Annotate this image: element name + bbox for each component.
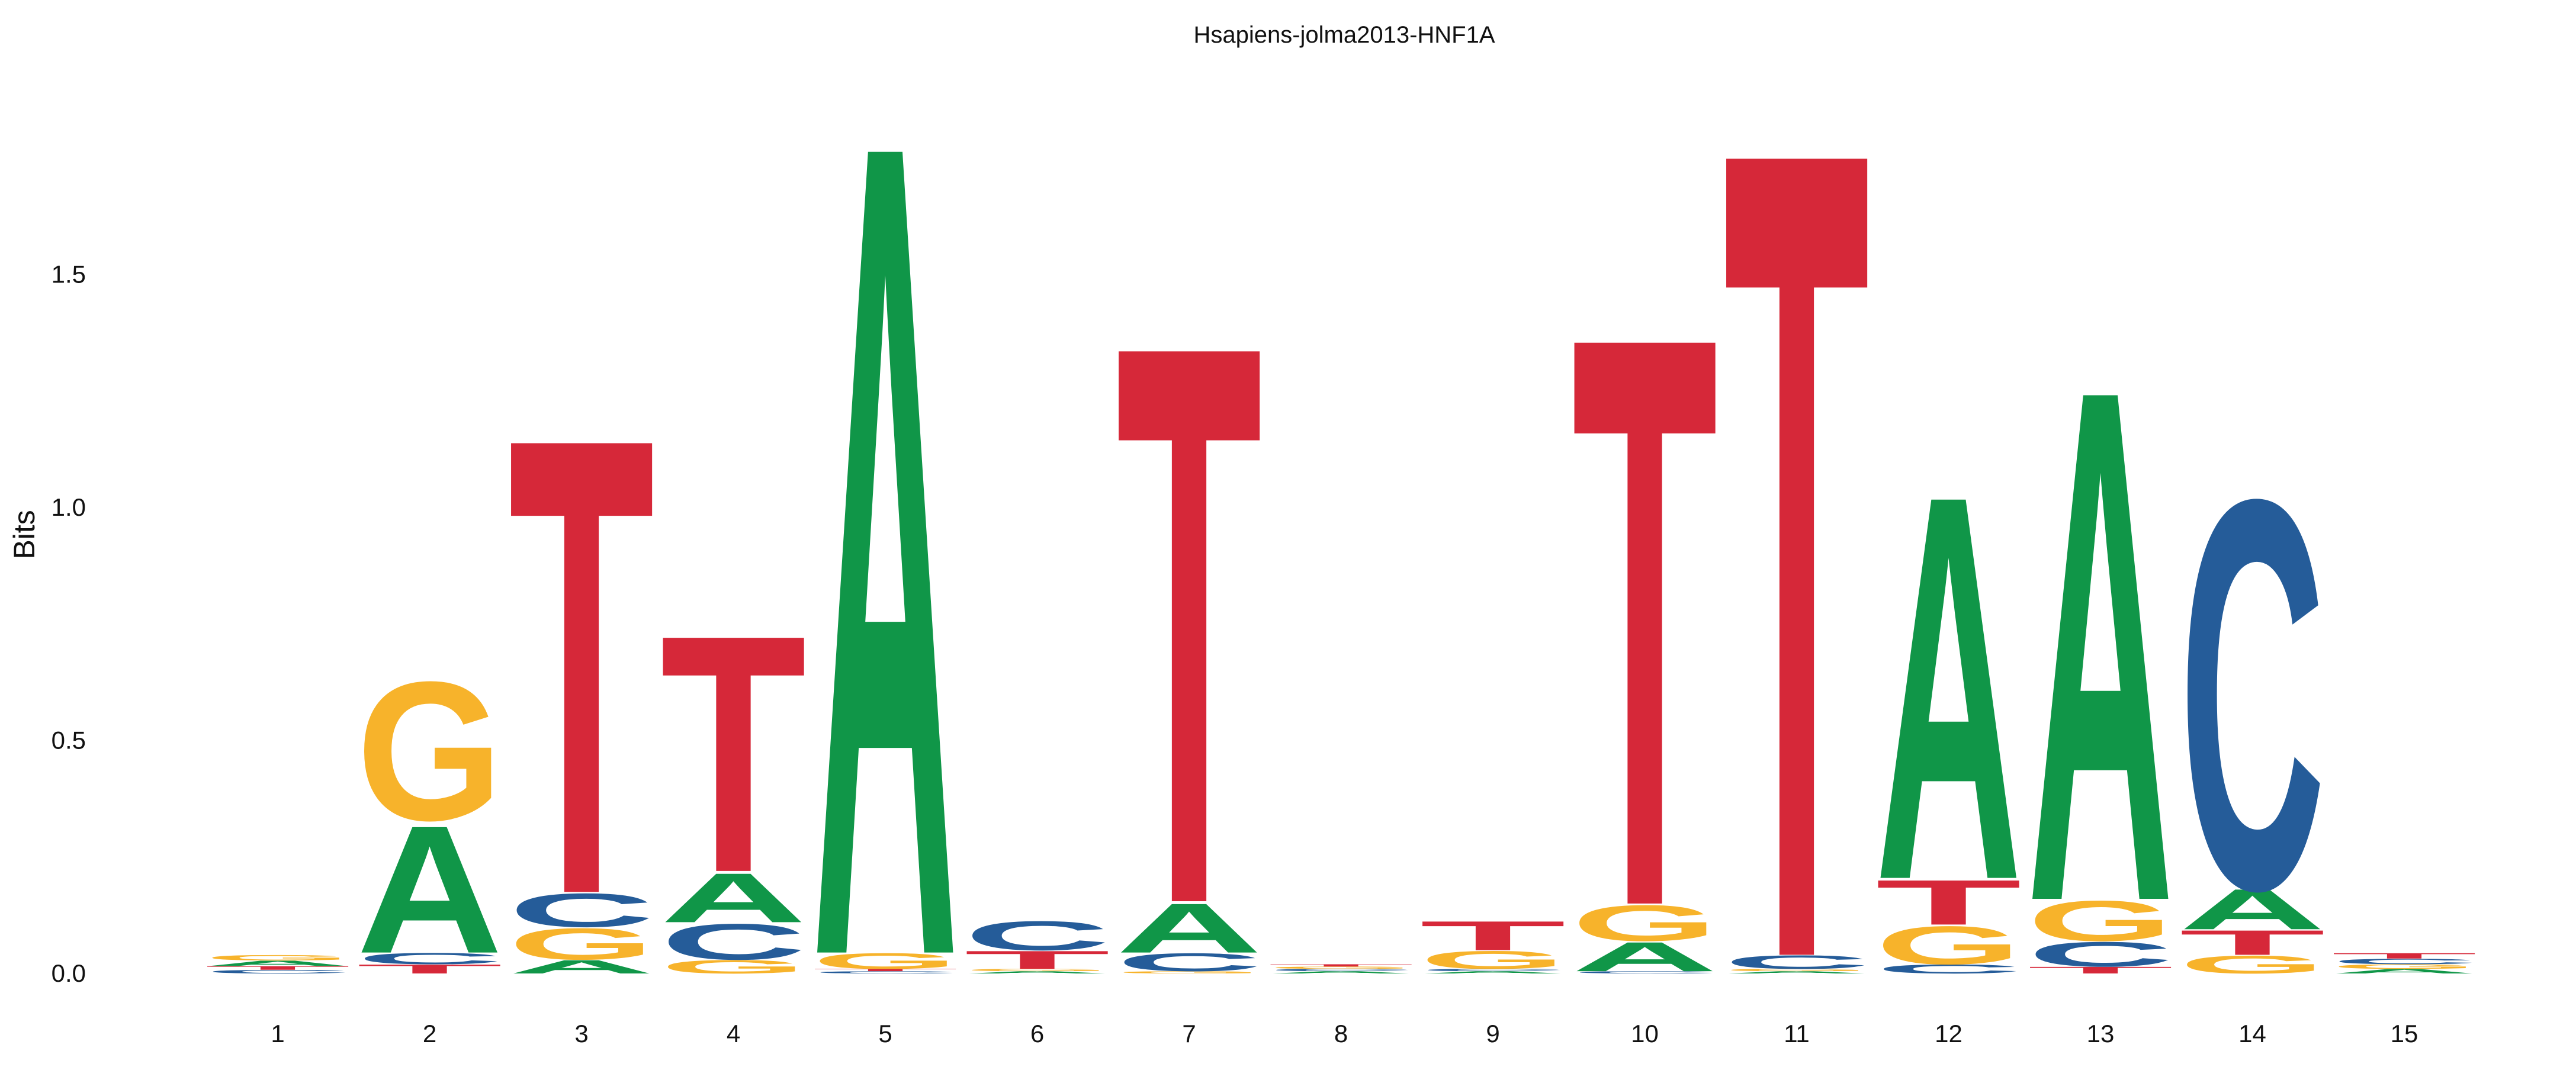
logo-letter: G xyxy=(2179,950,2326,979)
x-tick-label: 8 xyxy=(1334,1020,1348,1047)
x-tick-label: 15 xyxy=(2391,1020,2418,1047)
chart-title: Hsapiens-jolma2013-HNF1A xyxy=(1193,22,1495,48)
logo-letter: A xyxy=(1724,970,1870,974)
logo-letter: A xyxy=(660,859,807,937)
x-tick-label: 6 xyxy=(1030,1020,1044,1047)
x-tick-label: 3 xyxy=(574,1020,588,1047)
logo-letter: G xyxy=(509,919,655,969)
logo-letter: C xyxy=(1572,970,1718,974)
logo-letter: C xyxy=(1268,968,1414,972)
logo-letter: G xyxy=(356,641,503,862)
logo-letter: C xyxy=(660,913,807,970)
y-tick-label: 1.0 xyxy=(52,493,86,521)
logo-letter: C xyxy=(356,950,503,968)
logo-letter: C xyxy=(812,970,959,974)
x-tick-label: 9 xyxy=(1486,1020,1499,1047)
x-tick-label: 5 xyxy=(878,1020,892,1047)
logo-letter: C xyxy=(1116,948,1263,976)
logo-letter: G xyxy=(2028,889,2174,953)
logo-letter: G xyxy=(1724,968,1870,972)
logo-letter: G xyxy=(1116,970,1263,974)
logo-letter: A xyxy=(2331,968,2478,975)
logo-letter: T xyxy=(205,965,351,971)
logo-letter: T xyxy=(660,565,807,943)
logo-letter: C xyxy=(2331,957,2478,966)
y-tick-label: 0.5 xyxy=(52,726,86,754)
x-tick-label: 7 xyxy=(1182,1020,1196,1047)
logo-letter: T xyxy=(2331,952,2478,960)
logo-letter: T xyxy=(1572,165,1718,1076)
logo-letter: G xyxy=(205,953,351,962)
x-tick-label: 12 xyxy=(1935,1020,1962,1047)
logo-letter: T xyxy=(356,962,503,976)
logo-letter: G xyxy=(1268,966,1414,969)
logo-letter: A xyxy=(1268,970,1414,974)
logo-letter: G xyxy=(2331,963,2478,970)
x-tick-label: 11 xyxy=(1784,1020,1810,1047)
y-tick-label: 0.0 xyxy=(52,959,86,987)
logo-letter: A xyxy=(1420,970,1566,974)
x-tick-label: 10 xyxy=(1631,1020,1659,1047)
logo-letter: A xyxy=(509,956,655,978)
logo-letter: G xyxy=(812,949,959,974)
logo-letter: C xyxy=(1724,952,1870,973)
logo-letter: C xyxy=(1875,962,2022,976)
logo-letter: C xyxy=(509,884,655,937)
logo-letter: G xyxy=(1875,915,2022,976)
logo-letter: G xyxy=(660,956,807,978)
logo-letter: A xyxy=(356,789,503,992)
logo-letter: T xyxy=(1724,0,1870,1083)
logo-letter: C xyxy=(2179,384,2326,1005)
logo-letter: G xyxy=(1572,894,1718,952)
logo-letter: A xyxy=(1572,934,1718,981)
logo-letter: A xyxy=(964,970,1110,974)
logo-letter: A xyxy=(2179,878,2326,941)
logo-letter: T xyxy=(1268,963,1414,967)
x-tick-label: 13 xyxy=(2087,1020,2115,1047)
logo-letter: T xyxy=(2179,924,2326,963)
logo-letter: G xyxy=(1420,946,1566,974)
logo-letter: A xyxy=(1116,890,1263,968)
logo-letter: A xyxy=(205,959,351,968)
logo-letter: G xyxy=(964,968,1110,972)
logo-letter: C xyxy=(964,913,1110,959)
logo-letter: A xyxy=(812,0,959,1083)
logo-letter: A xyxy=(2028,236,2174,1054)
logo-letter: C xyxy=(2028,935,2174,974)
x-tick-label: 1 xyxy=(271,1020,284,1047)
logo-letter: T xyxy=(964,946,1110,974)
logo-letter: T xyxy=(2028,965,2174,976)
logo-letter: T xyxy=(1875,867,2022,939)
x-tick-label: 4 xyxy=(727,1020,740,1047)
logo-letter: T xyxy=(1420,913,1566,959)
logo-letter: A xyxy=(1875,380,2022,995)
logo-letter: T xyxy=(812,968,959,972)
logo-letter: T xyxy=(1116,178,1263,1071)
x-tick-label: 14 xyxy=(2238,1020,2266,1047)
logo-letter: C xyxy=(205,969,351,975)
y-tick-label: 1.5 xyxy=(52,260,86,288)
y-axis-label: Bits xyxy=(8,510,41,559)
logo-letter: T xyxy=(509,301,655,1030)
logo-letter: C xyxy=(1420,968,1566,972)
x-tick-label: 2 xyxy=(423,1020,436,1047)
